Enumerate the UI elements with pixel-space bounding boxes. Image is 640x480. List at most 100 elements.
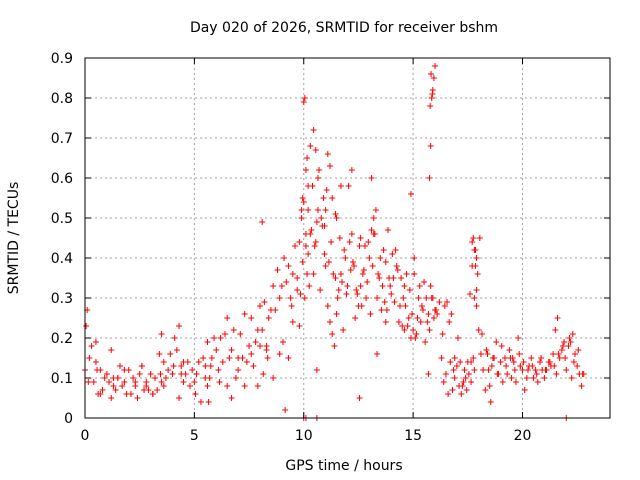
- data-point: [399, 323, 406, 329]
- y-tick-label: 0.1: [51, 371, 73, 387]
- data-point: [562, 355, 569, 361]
- data-point: [432, 63, 438, 69]
- data-point: [336, 235, 343, 241]
- data-point: [323, 187, 330, 193]
- data-point: [532, 367, 539, 373]
- data-point: [304, 271, 311, 277]
- data-point: [433, 307, 440, 313]
- data-point: [108, 347, 115, 353]
- data-point: [471, 367, 478, 373]
- data-point: [283, 279, 290, 285]
- data-point: [327, 319, 333, 325]
- data-point: [394, 267, 401, 273]
- x-tick-label: 20: [514, 428, 532, 444]
- data-point: [103, 371, 110, 377]
- data-point: [259, 219, 266, 225]
- data-point: [368, 227, 375, 233]
- data-point: [307, 231, 314, 237]
- data-point: [288, 303, 295, 309]
- data-point: [92, 339, 99, 345]
- data-point: [380, 247, 387, 253]
- data-point: [472, 263, 479, 269]
- data-point: [299, 259, 306, 265]
- data-point: [453, 363, 460, 369]
- data-point: [377, 255, 384, 261]
- data-point: [364, 279, 371, 285]
- x-axis-label: GPS time / hours: [285, 458, 402, 474]
- data-point: [332, 211, 339, 217]
- data-point: [567, 339, 574, 345]
- data-point: [235, 367, 242, 373]
- data-point: [515, 335, 522, 341]
- data-point: [173, 347, 180, 353]
- data-point: [517, 363, 524, 369]
- data-point: [449, 387, 456, 393]
- data-point: [457, 359, 464, 365]
- data-point: [541, 375, 548, 381]
- data-point: [217, 335, 224, 341]
- data-point: [430, 315, 437, 321]
- data-point: [316, 167, 323, 173]
- data-point: [568, 375, 575, 381]
- data-point: [180, 359, 187, 365]
- data-point: [574, 363, 581, 369]
- data-point: [551, 363, 558, 369]
- data-point: [119, 383, 126, 389]
- data-point: [382, 259, 389, 265]
- data-point: [312, 239, 319, 245]
- data-point: [428, 295, 435, 301]
- data-point: [401, 327, 408, 333]
- data-point: [370, 215, 377, 221]
- data-point: [327, 163, 333, 169]
- data-point: [337, 271, 344, 277]
- data-point: [356, 243, 363, 249]
- data-point: [353, 287, 360, 293]
- data-point: [310, 127, 317, 133]
- data-point: [450, 367, 457, 373]
- data-point: [388, 291, 395, 297]
- data-point: [320, 195, 327, 201]
- x-tick-label: 15: [404, 428, 422, 444]
- data-point: [412, 335, 419, 341]
- data-point: [191, 379, 198, 385]
- data-point: [278, 283, 285, 289]
- data-point: [499, 379, 506, 385]
- data-point: [298, 215, 305, 221]
- data-point: [410, 327, 417, 333]
- data-point: [444, 299, 451, 305]
- data-point: [152, 375, 158, 381]
- data-point: [421, 279, 428, 285]
- data-point: [248, 315, 255, 321]
- data-point: [426, 175, 433, 181]
- data-point: [484, 351, 491, 357]
- data-point: [473, 287, 480, 293]
- data-point: [294, 275, 301, 281]
- data-point: [383, 307, 390, 313]
- data-point: [300, 199, 307, 205]
- data-point: [300, 99, 307, 105]
- data-point: [381, 299, 388, 305]
- data-point: [565, 343, 572, 349]
- data-point: [281, 255, 288, 261]
- data-point: [569, 331, 576, 337]
- data-point: [265, 315, 272, 321]
- data-point: [99, 387, 106, 393]
- data-point: [554, 315, 561, 321]
- data-point: [285, 263, 292, 269]
- data-point: [248, 351, 255, 357]
- data-point: [297, 291, 304, 297]
- data-point: [463, 387, 470, 393]
- data-point: [305, 207, 312, 213]
- data-point: [317, 287, 324, 293]
- data-point: [521, 387, 528, 393]
- data-point: [165, 367, 172, 373]
- data-point: [402, 303, 409, 309]
- data-point: [296, 239, 303, 245]
- data-point: [237, 331, 244, 337]
- data-point: [390, 275, 397, 281]
- data-point: [88, 343, 95, 349]
- data-point: [415, 295, 422, 301]
- data-point: [154, 387, 161, 393]
- data-point: [392, 247, 399, 253]
- data-point: [282, 407, 289, 413]
